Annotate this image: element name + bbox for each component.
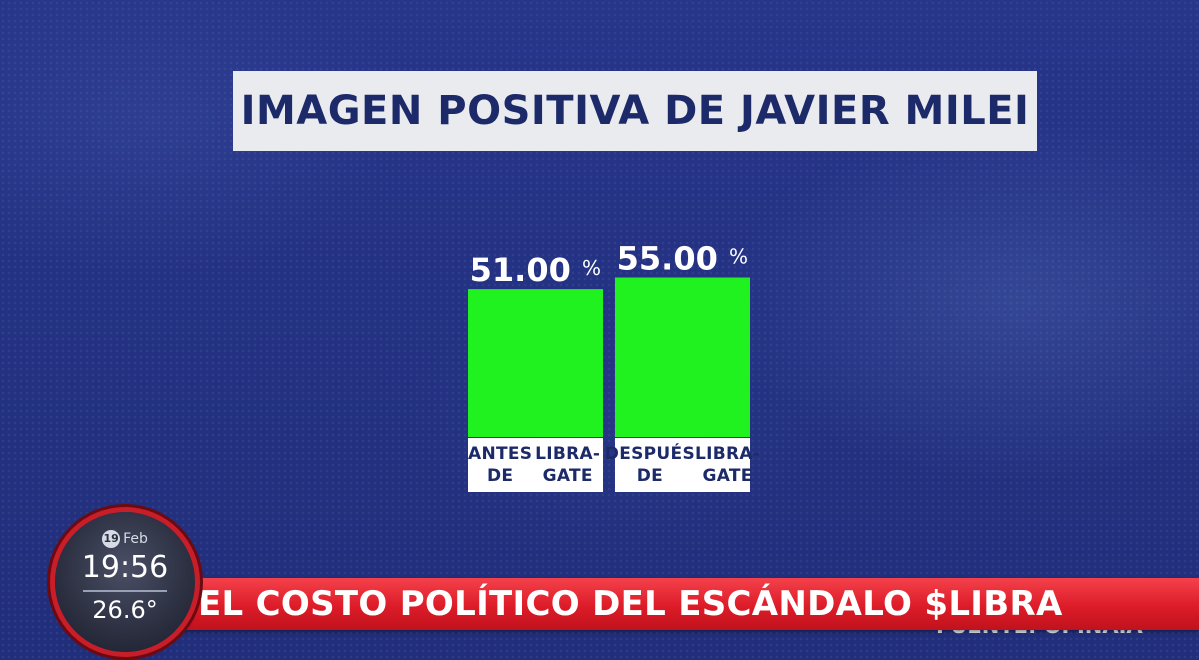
clock-temperature: 26.6° <box>92 596 158 624</box>
category-label-line: ANTES DE <box>468 444 533 486</box>
bar-1 <box>468 289 603 437</box>
chart-title: IMAGEN POSITIVA DE JAVIER MILEI <box>240 88 1030 134</box>
bar-value-unit: % <box>582 256 601 280</box>
headline-ticker: EL COSTO POLÍTICO DEL ESCÁNDALO $LIBRA <box>150 578 1199 630</box>
chart-title-box: IMAGEN POSITIVA DE JAVIER MILEI <box>233 71 1037 151</box>
category-label-line: LIBRA-GATE <box>695 444 761 486</box>
clock-month: Feb <box>123 531 148 547</box>
headline-text: EL COSTO POLÍTICO DEL ESCÁNDALO $LIBRA <box>198 584 1063 624</box>
bar-value-number: 51.00 <box>470 251 582 289</box>
category-label-line: LIBRA-GATE <box>535 444 601 486</box>
clock-time: 19:56 <box>81 550 169 585</box>
bar-value-number: 55.00 <box>617 240 729 278</box>
bar-category-label-1: ANTES DE LIBRA-GATE <box>468 438 603 492</box>
bar-category-label-2: DESPUÉS DE LIBRA-GATE <box>605 438 760 492</box>
bar-value-unit: % <box>729 245 748 269</box>
clock-divider <box>83 590 167 592</box>
category-label-line: DESPUÉS DE <box>604 444 695 486</box>
clock-day: 19 <box>102 530 121 548</box>
clock-date: 19 Feb <box>55 530 195 548</box>
bar-value-label-1: 51.00 % <box>470 251 601 289</box>
bar-2 <box>615 277 750 437</box>
clock-badge: 19 Feb 19:56 26.6° <box>55 512 195 652</box>
bar-value-label-2: 55.00 % <box>617 240 748 278</box>
